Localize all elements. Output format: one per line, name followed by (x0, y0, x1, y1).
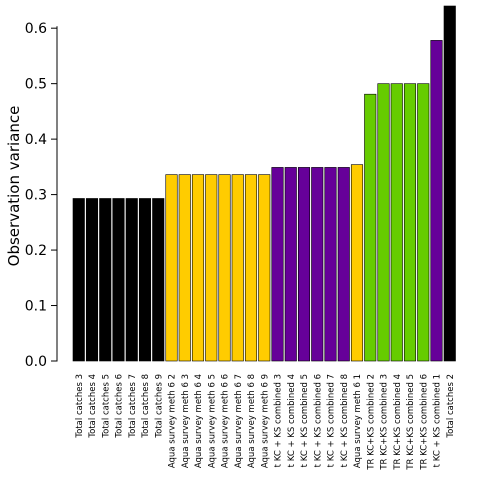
x-tick-label: Aqua survey meth 6 5 (207, 374, 217, 468)
x-tick-label: t KC + KS combined 8 (340, 374, 350, 467)
bar (443, 5, 456, 362)
x-tick-label: Aqua survey meth 6 2 (168, 374, 178, 468)
x-tick-label: Total catches 9 (154, 374, 164, 439)
bar (324, 167, 337, 362)
bar (403, 83, 417, 362)
bar (205, 174, 218, 362)
x-tick-label: Aqua survey meth 6 6 (221, 374, 231, 468)
x-tick-label: t KC + KS combined 7 (327, 374, 337, 467)
x-tick-label: Total catches 8 (141, 374, 151, 439)
bar (125, 198, 138, 362)
bar (297, 167, 311, 362)
y-tick-label: 0.3 (25, 188, 47, 204)
x-tick-label: Aqua survey meth 6 1 (353, 374, 363, 468)
y-tick-label: 0.5 (25, 77, 47, 93)
bar (72, 198, 85, 362)
x-tick-label: t KC + KS combined 6 (313, 374, 323, 467)
bar (258, 174, 271, 362)
x-tick-label: t KC + KS combined 1 (433, 374, 443, 467)
x-tick-label: Total catches 7 (128, 374, 138, 439)
bar (311, 167, 324, 362)
bar (178, 174, 191, 362)
bar (390, 83, 403, 362)
x-tick-label: Total catches 2 (446, 374, 456, 439)
y-tick-label: 0.4 (25, 132, 47, 148)
bar (271, 167, 284, 362)
bar (152, 198, 165, 362)
x-tick-label: TR KC+KS combined 6 (419, 374, 429, 471)
bar (350, 164, 364, 362)
y-tick-label: 0.0 (25, 354, 47, 370)
bar (244, 174, 258, 362)
y-tick-label: 0.2 (25, 243, 47, 259)
x-tick-labels: Total catches 3 Total catches 4 Total catc… (75, 374, 456, 471)
x-tick-label: Aqua survey meth 6 8 (247, 374, 257, 468)
x-tick-label: Total catches 5 (101, 374, 111, 439)
bar (85, 198, 99, 362)
bar (218, 174, 231, 362)
bar (430, 40, 443, 362)
bar (112, 198, 125, 362)
x-tick-label: TR KC+KS combined 2 (366, 374, 376, 471)
y-tick-label: 0.6 (25, 21, 47, 37)
x-tick-label: Aqua survey meth 6 4 (194, 374, 204, 468)
x-tick-label: t KC + KS combined 3 (274, 374, 284, 467)
x-tick-label: Total catches 3 (75, 374, 85, 439)
x-tick-label: Aqua survey meth 6 7 (234, 374, 244, 468)
y-axis: 0.0 0.1 0.2 0.3 0.4 0.5 0.6 (25, 21, 58, 370)
bar (377, 83, 390, 362)
bar (138, 198, 152, 362)
bar (231, 174, 244, 362)
bar (284, 167, 297, 362)
bar (165, 174, 178, 362)
bar (337, 167, 350, 362)
x-tick-label: t KC + KS combined 5 (300, 374, 310, 467)
bars-group (72, 5, 456, 362)
x-tick-label: Aqua survey meth 6 9 (260, 374, 270, 468)
x-tick-label: t KC + KS combined 4 (287, 374, 297, 467)
x-tick-label: TR KC+KS combined 3 (380, 374, 390, 471)
bar (99, 198, 112, 362)
bar (417, 83, 430, 362)
x-tick-label: Total catches 4 (88, 374, 98, 439)
x-tick-label: TR KC+KS combined 4 (393, 374, 403, 471)
bar (191, 174, 205, 362)
x-tick-label: Aqua survey meth 6 3 (181, 374, 191, 468)
bar (364, 93, 377, 362)
y-tick-label: 0.1 (25, 299, 47, 315)
x-tick-label: Total catches 6 (115, 374, 125, 439)
x-tick-label: TR KC+KS combined 5 (406, 374, 416, 471)
y-axis-label: Observation variance (5, 106, 23, 267)
